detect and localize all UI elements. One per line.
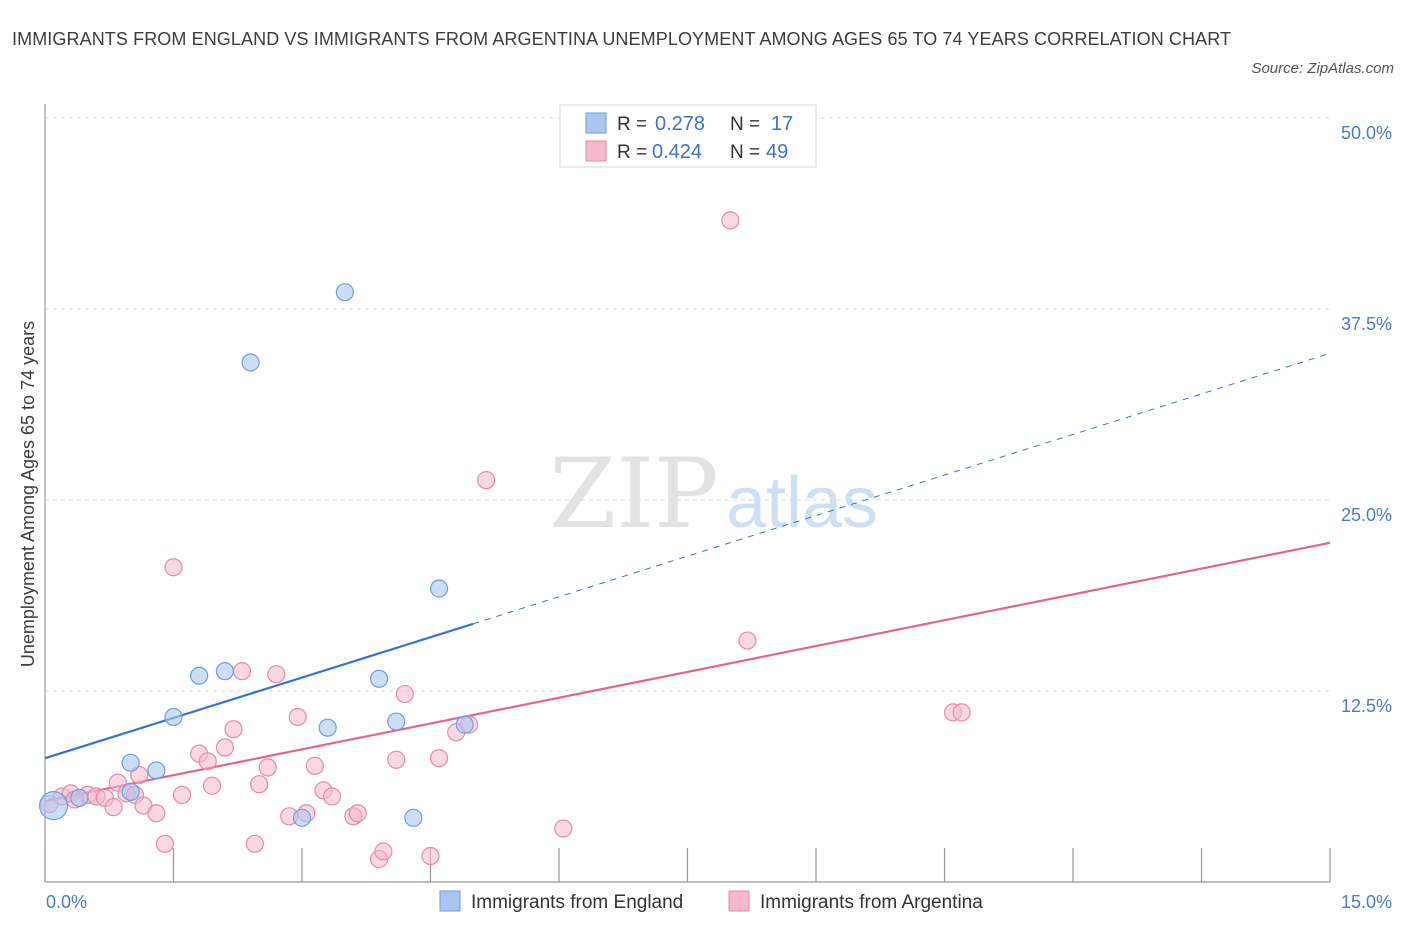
point-england-9	[292, 808, 312, 827]
legend-n-value-argentina: 49	[766, 141, 788, 163]
point-argentina-25	[267, 665, 286, 684]
series-legend-label-england: Immigrants from England	[471, 892, 683, 913]
y-axis-label: Unemployment Among Ages 65 to 74 years	[18, 321, 38, 667]
point-argentina-21	[232, 662, 252, 681]
point-argentina-47	[952, 703, 971, 722]
y-tick-labels: 12.5% 25.0% 37.5% 50.0%	[1341, 123, 1392, 716]
watermark: ZIP atlas	[549, 438, 878, 550]
point-argentina-39	[429, 749, 449, 768]
legend-n-label-argentina: N =	[730, 142, 760, 163]
point-argentina-29	[305, 756, 324, 775]
point-england-5	[164, 707, 183, 727]
y-tick-label-0: 12.5%	[1341, 696, 1392, 716]
series-legend-swatch-argentina	[728, 890, 750, 912]
y-tick-label-2: 37.5%	[1341, 314, 1392, 334]
legend-r-value-england: 0.278	[655, 113, 705, 135]
legend-n-value-england: 17	[771, 113, 793, 135]
watermark-atlas: atlas	[726, 463, 878, 543]
trend-line-england-extension	[473, 352, 1331, 625]
point-argentina-20	[224, 720, 243, 739]
series-legend-label-argentina: Immigrants from Argentina	[760, 892, 983, 913]
point-england-14	[404, 808, 423, 827]
chart-title: IMMIGRANTS FROM ENGLAND VS IMMIGRANTS FR…	[12, 29, 1232, 49]
point-argentina-42	[477, 471, 496, 490]
point-argentina-38	[421, 846, 440, 866]
point-england-13	[387, 712, 406, 731]
correlation-legend: R = 0.278 N = 17 R = 0.424 N = 49	[559, 104, 817, 168]
grid-lines	[45, 117, 1330, 692]
point-england-15	[429, 579, 449, 598]
point-argentina-35	[374, 842, 393, 861]
point-england-4	[147, 761, 166, 780]
point-england-10	[318, 718, 337, 737]
point-argentina-13	[155, 834, 175, 853]
point-england-11	[335, 283, 354, 302]
x-tick-label-0: 0.0%	[46, 892, 87, 912]
point-england-0	[38, 790, 69, 821]
point-argentina-33	[348, 804, 367, 823]
point-argentina-23	[250, 775, 269, 794]
series-legend: Immigrants from England Immigrants from …	[439, 890, 983, 913]
legend-r-label-argentina: R =	[617, 142, 647, 163]
point-argentina-27	[288, 707, 307, 727]
x-tick-labels: 0.0% 15.0%	[46, 892, 1392, 912]
trend-line-argentina	[44, 541, 1331, 803]
x-tick-label-1: 15.0%	[1341, 892, 1392, 912]
point-argentina-37	[395, 684, 414, 704]
legend-n-label-england: N =	[730, 114, 760, 135]
trend-line-england	[44, 622, 474, 760]
point-argentina-43	[554, 819, 573, 838]
y-tick-label-1: 25.0%	[1341, 505, 1392, 525]
point-argentina-6	[104, 798, 123, 817]
point-england-6	[190, 666, 209, 685]
point-argentina-19	[215, 738, 234, 757]
y-tick-label-3: 50.0%	[1341, 123, 1392, 143]
point-argentina-36	[387, 750, 406, 769]
data-points	[38, 211, 971, 869]
watermark-zip: ZIP	[549, 438, 718, 550]
point-england-3	[121, 753, 140, 772]
legend-r-label-england: R =	[617, 114, 647, 135]
point-england-16	[455, 715, 474, 734]
point-argentina-17	[198, 752, 217, 771]
point-argentina-15	[172, 785, 192, 805]
point-england-2	[121, 782, 140, 801]
legend-swatch-england	[585, 112, 607, 134]
point-england-8	[241, 353, 260, 372]
trend-lines	[44, 352, 1331, 803]
point-argentina-24	[258, 758, 277, 777]
point-argentina-31	[322, 787, 342, 806]
point-england-12	[370, 669, 389, 688]
point-argentina-14	[164, 558, 183, 577]
point-argentina-22	[245, 834, 264, 853]
legend-swatch-argentina	[585, 140, 607, 162]
point-argentina-45	[738, 631, 757, 650]
series-legend-swatch-england	[439, 890, 461, 912]
point-england-1	[70, 788, 89, 808]
point-argentina-18	[202, 776, 222, 795]
source-credit: Source: ZipAtlas.com	[1251, 60, 1394, 77]
point-argentina-12	[147, 804, 166, 823]
legend-r-value-argentina: 0.424	[652, 141, 702, 163]
point-england-7	[215, 662, 234, 681]
point-argentina-44	[721, 211, 740, 230]
